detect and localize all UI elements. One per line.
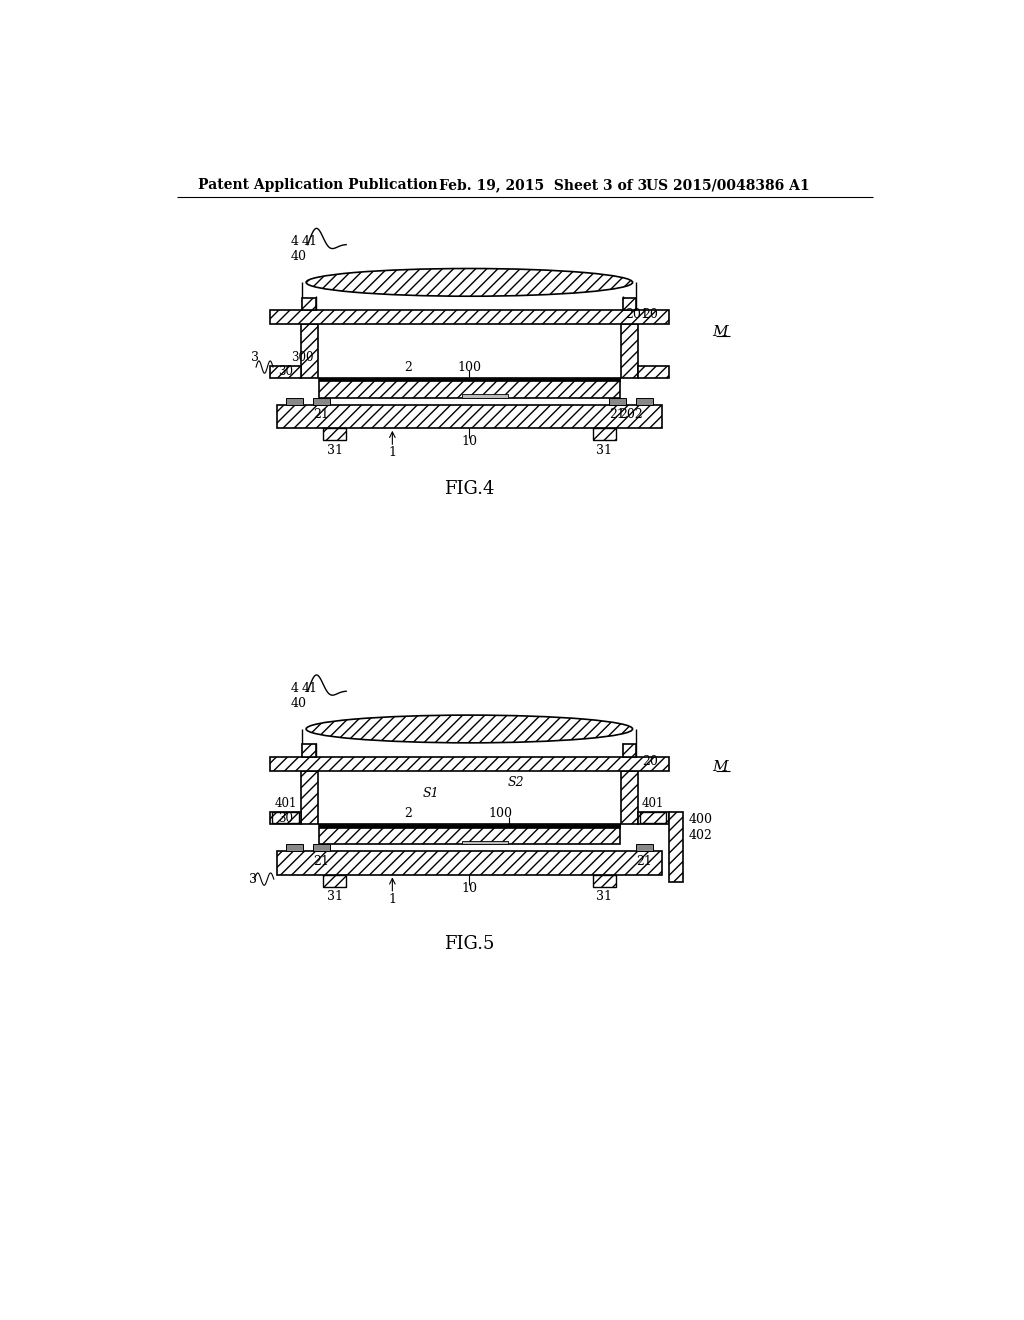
Text: 3: 3 xyxy=(251,351,258,364)
Text: 20: 20 xyxy=(642,308,657,321)
Bar xyxy=(270,756,669,771)
Text: 1: 1 xyxy=(388,892,396,906)
Text: 4: 4 xyxy=(291,681,299,694)
Bar xyxy=(272,812,299,822)
Text: M: M xyxy=(712,325,727,339)
Text: 21: 21 xyxy=(609,408,625,421)
Text: 201: 201 xyxy=(625,308,649,321)
Bar xyxy=(462,841,508,845)
Bar xyxy=(593,875,615,887)
Text: FIG.5: FIG.5 xyxy=(444,935,495,953)
Text: 10: 10 xyxy=(462,882,477,895)
Text: 31: 31 xyxy=(596,444,612,457)
Text: 40: 40 xyxy=(291,697,306,710)
Bar xyxy=(270,812,301,825)
Text: 30: 30 xyxy=(279,366,293,379)
Text: 100: 100 xyxy=(458,360,481,374)
Bar xyxy=(270,366,301,378)
Bar xyxy=(323,428,346,441)
Bar xyxy=(319,378,620,381)
Text: 402: 402 xyxy=(689,829,713,842)
Bar xyxy=(313,397,330,405)
Bar xyxy=(621,771,638,825)
Bar xyxy=(319,825,620,845)
Bar xyxy=(593,428,615,441)
Ellipse shape xyxy=(306,268,633,296)
Text: US 2015/0048386 A1: US 2015/0048386 A1 xyxy=(646,178,810,193)
Bar xyxy=(286,397,303,405)
Bar xyxy=(313,845,330,851)
Text: 31: 31 xyxy=(596,890,612,903)
Bar xyxy=(319,378,620,397)
Bar xyxy=(623,744,637,756)
Bar xyxy=(623,298,637,310)
Text: 2: 2 xyxy=(403,807,412,820)
Text: 21: 21 xyxy=(313,408,330,421)
Bar xyxy=(301,771,317,825)
Bar xyxy=(302,298,316,310)
Text: 400: 400 xyxy=(689,813,713,826)
Text: S1: S1 xyxy=(423,787,439,800)
Bar xyxy=(286,845,303,851)
Bar xyxy=(608,397,626,405)
Text: 1: 1 xyxy=(388,446,396,459)
Bar xyxy=(640,812,667,822)
Bar xyxy=(319,825,620,828)
Bar xyxy=(462,395,508,397)
Text: 401: 401 xyxy=(274,797,297,810)
Text: 10: 10 xyxy=(462,436,477,449)
Text: 3: 3 xyxy=(249,873,257,886)
Bar xyxy=(323,875,346,887)
Text: FIG.4: FIG.4 xyxy=(444,480,495,499)
Text: 21: 21 xyxy=(313,855,330,869)
Text: Patent Application Publication: Patent Application Publication xyxy=(199,178,438,193)
Bar xyxy=(638,366,669,378)
Bar xyxy=(638,812,669,825)
Bar xyxy=(669,812,683,882)
Text: Feb. 19, 2015  Sheet 3 of 3: Feb. 19, 2015 Sheet 3 of 3 xyxy=(438,178,647,193)
Bar xyxy=(276,405,662,428)
Bar xyxy=(302,744,316,756)
Text: M: M xyxy=(712,760,727,774)
Bar xyxy=(636,397,652,405)
Text: 41: 41 xyxy=(302,681,318,694)
Bar xyxy=(636,845,652,851)
Text: 202: 202 xyxy=(618,408,642,421)
Text: 40: 40 xyxy=(291,251,306,264)
Bar xyxy=(270,310,669,323)
Ellipse shape xyxy=(306,715,633,743)
Text: 300: 300 xyxy=(291,351,313,363)
Text: 401: 401 xyxy=(642,797,665,810)
Bar xyxy=(621,323,638,378)
Text: 21: 21 xyxy=(636,855,652,869)
Text: 31: 31 xyxy=(327,444,343,457)
Text: 30: 30 xyxy=(279,812,293,825)
Text: 100: 100 xyxy=(488,807,512,820)
Text: 20: 20 xyxy=(642,755,657,768)
Bar xyxy=(301,323,317,378)
Text: S2: S2 xyxy=(507,776,524,788)
Text: 41: 41 xyxy=(302,235,318,248)
Text: 2: 2 xyxy=(403,360,412,374)
Text: 4: 4 xyxy=(291,235,299,248)
Bar xyxy=(276,851,662,875)
Text: 31: 31 xyxy=(327,890,343,903)
